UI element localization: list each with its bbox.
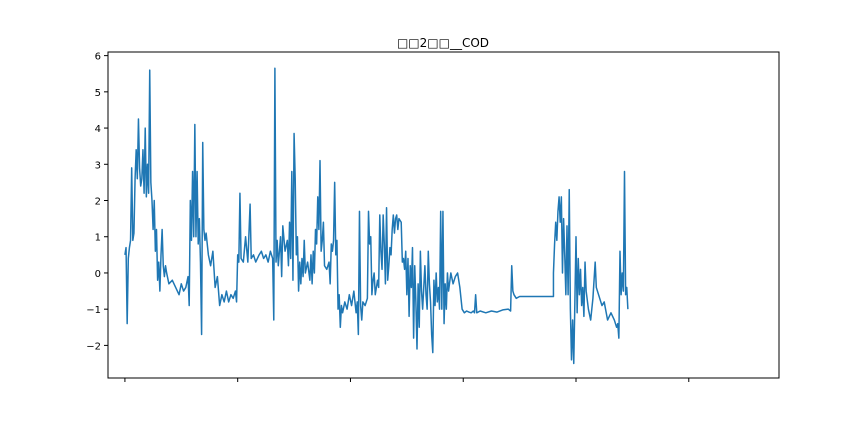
x-axis-ticks — [124, 378, 690, 382]
y-tick-label: 6 — [95, 52, 101, 63]
y-tick-label: −1 — [86, 305, 101, 316]
y-tick-label: 5 — [95, 88, 101, 99]
series-line-0 — [124, 67, 629, 365]
y-tick-label: 0 — [95, 269, 101, 280]
y-axis-ticks: −2 −1 0 1 2 3 4 5 6 — [86, 52, 108, 352]
chart-title: □□2□□__COD — [397, 36, 489, 50]
y-tick-label: 3 — [95, 160, 101, 171]
y-tick-label: 2 — [95, 197, 101, 208]
plot-frame — [107, 51, 780, 379]
y-tick-label: 1 — [95, 233, 101, 244]
y-tick-label: −2 — [86, 341, 101, 352]
y-tick-label: 4 — [95, 124, 101, 135]
series-layer — [124, 67, 629, 365]
